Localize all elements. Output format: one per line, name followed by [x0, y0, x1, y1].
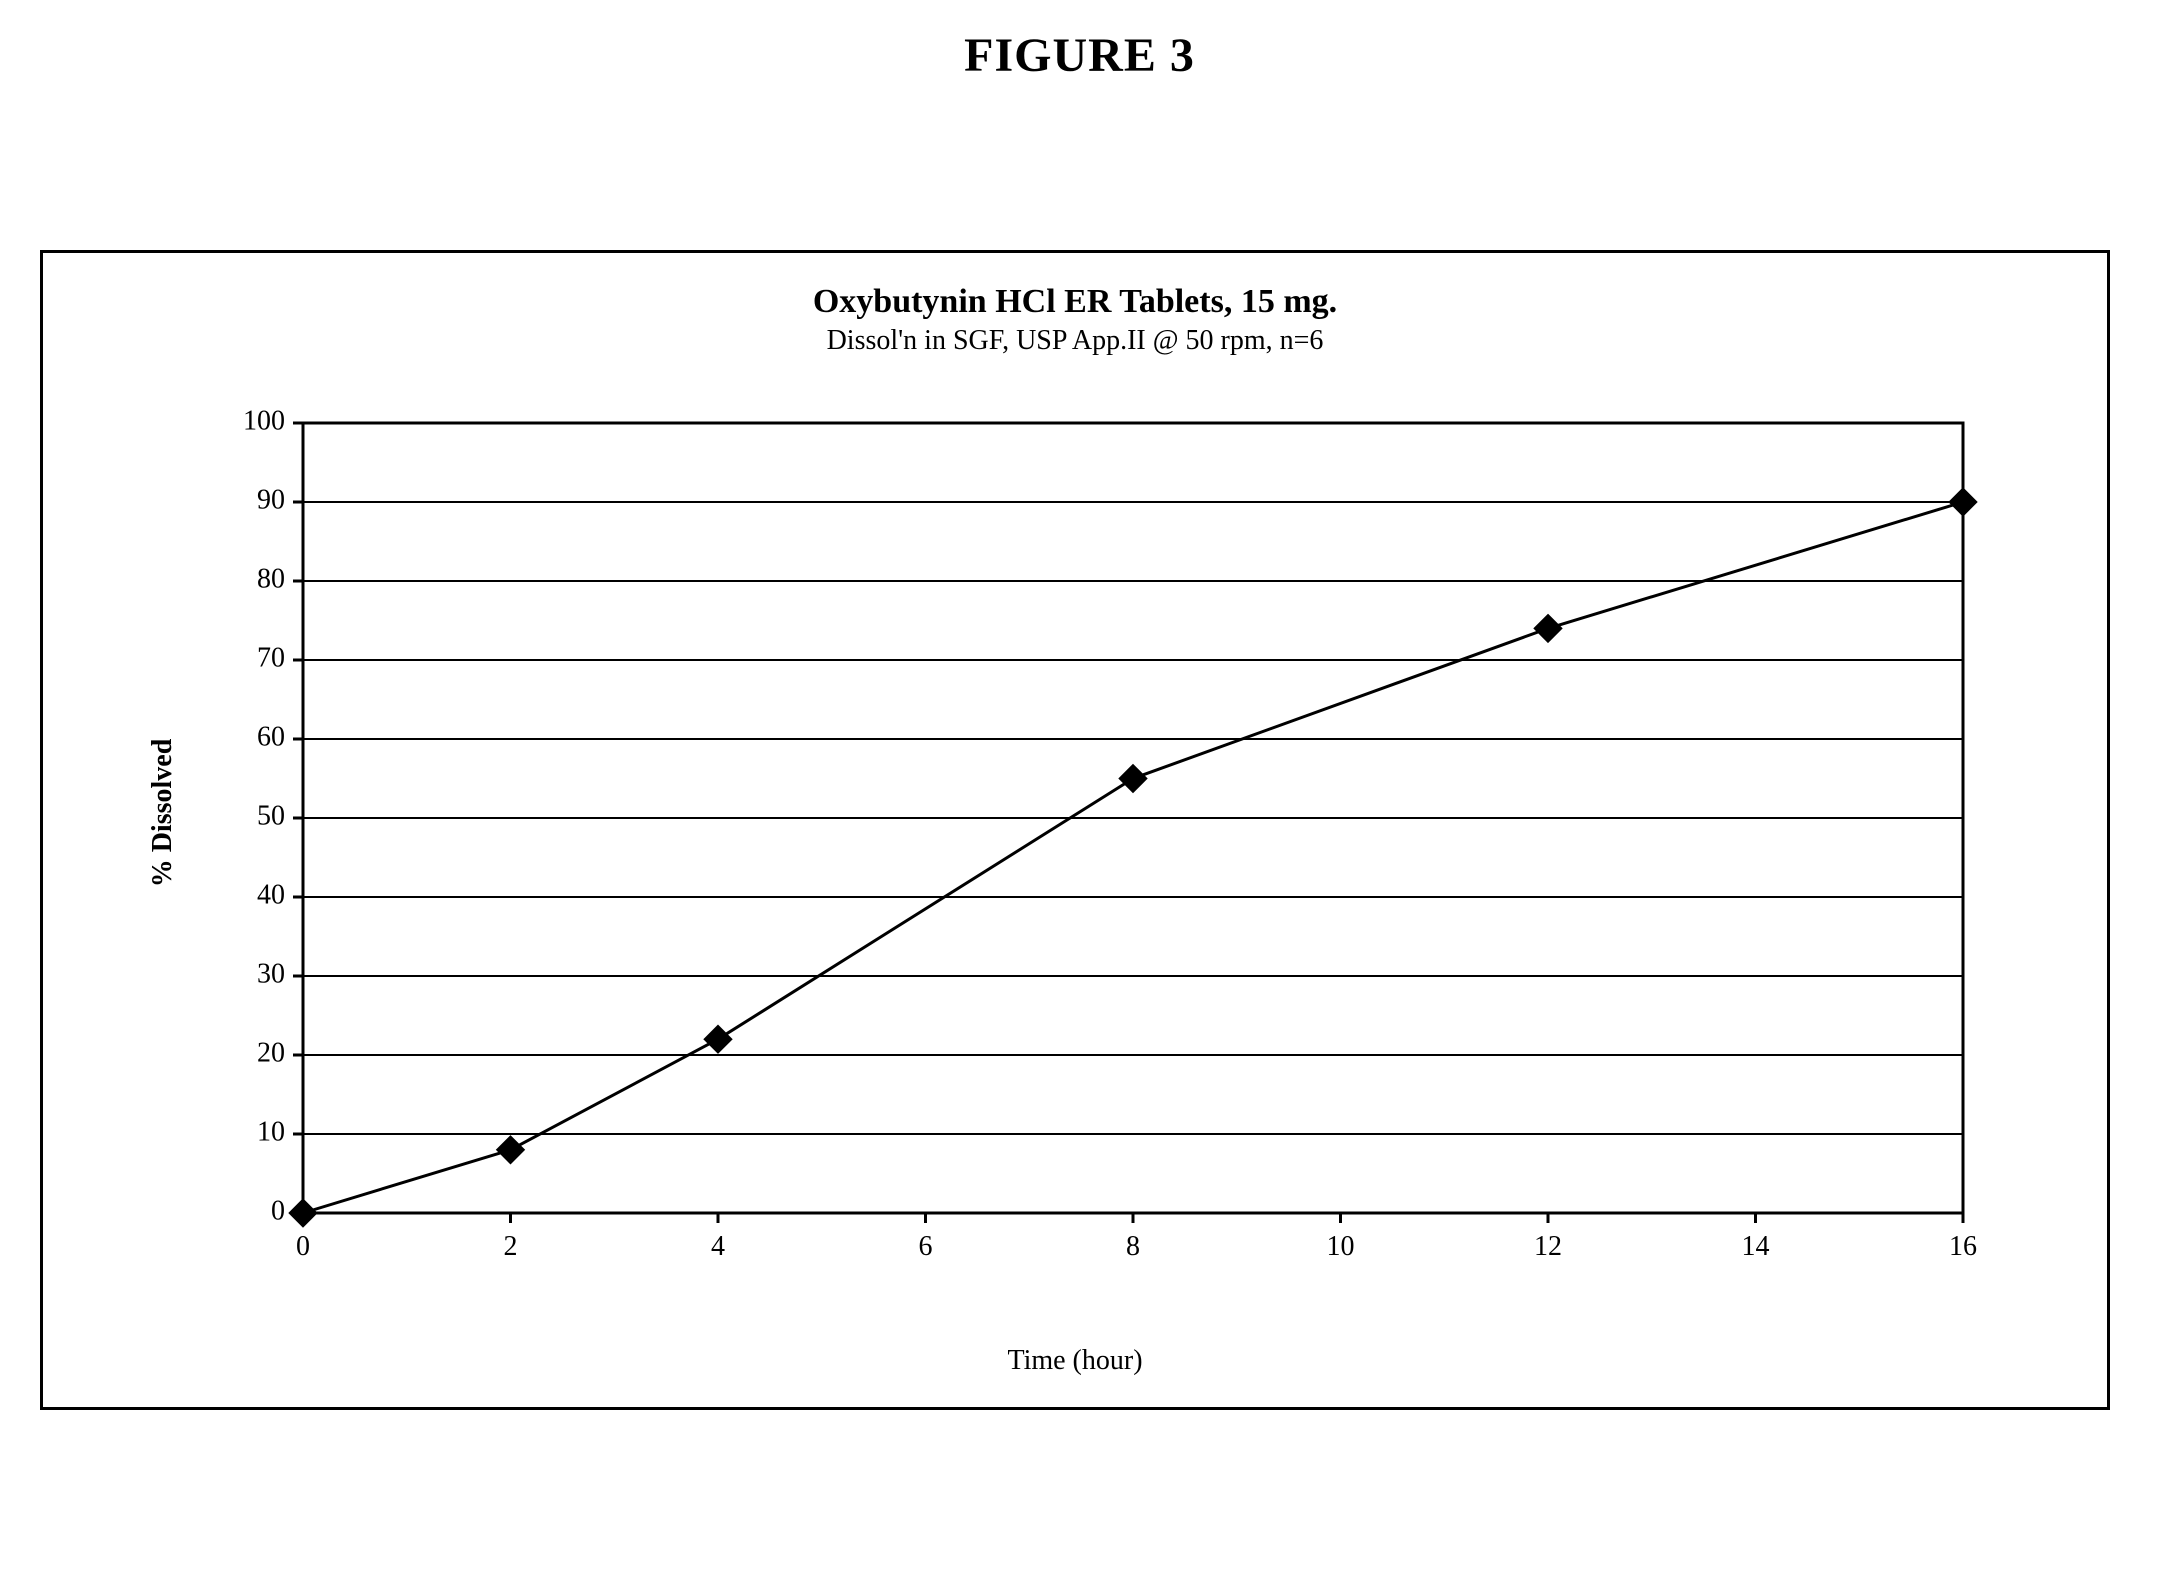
- xtick-label: 16: [1949, 1231, 1977, 1262]
- plot-area: 0 10 20 30 40 50 60 70 80 90 100 0 2 4 6 8 10 12 14 16: [193, 403, 1993, 1303]
- ytick-label: 30: [257, 958, 285, 989]
- ytick-label: 50: [257, 800, 285, 831]
- xtick-label: 2: [504, 1231, 518, 1262]
- dissolution-line-chart: 0 10 20 30 40 50 60 70 80 90 100 0 2 4 6 8 10 12 14 16: [193, 403, 1993, 1303]
- xtick-label: 4: [711, 1231, 725, 1262]
- x-axis-label: Time (hour): [43, 1345, 2107, 1377]
- ytick-label: 60: [257, 721, 285, 752]
- ytick-label: 0: [271, 1195, 285, 1226]
- xtick-label: 0: [296, 1231, 310, 1262]
- xtick-label: 14: [1742, 1231, 1770, 1262]
- xtick-label: 8: [1126, 1231, 1140, 1262]
- ytick-label: 20: [257, 1037, 285, 1068]
- ytick-label: 10: [257, 1116, 285, 1147]
- chart-title-line1: Oxybutynin HCl ER Tablets, 15 mg.: [43, 283, 2107, 321]
- ytick-label: 40: [257, 879, 285, 910]
- chart-outer-frame: Oxybutynin HCl ER Tablets, 15 mg. Dissol…: [40, 250, 2110, 1410]
- ytick-label: 80: [257, 563, 285, 594]
- y-axis-label: % Dissolved: [147, 739, 179, 888]
- ytick-label: 90: [257, 484, 285, 515]
- chart-title: Oxybutynin HCl ER Tablets, 15 mg. Dissol…: [43, 283, 2107, 357]
- page: FIGURE 3 Oxybutynin HCl ER Tablets, 15 m…: [0, 0, 2159, 1572]
- xtick-label: 6: [919, 1231, 933, 1262]
- xtick-label: 10: [1327, 1231, 1355, 1262]
- xtick-label: 12: [1534, 1231, 1562, 1262]
- ytick-label: 70: [257, 642, 285, 673]
- chart-title-line2: Dissol'n in SGF, USP App.II @ 50 rpm, n=…: [43, 325, 2107, 357]
- figure-heading: FIGURE 3: [0, 28, 2159, 83]
- ytick-label: 100: [243, 405, 285, 436]
